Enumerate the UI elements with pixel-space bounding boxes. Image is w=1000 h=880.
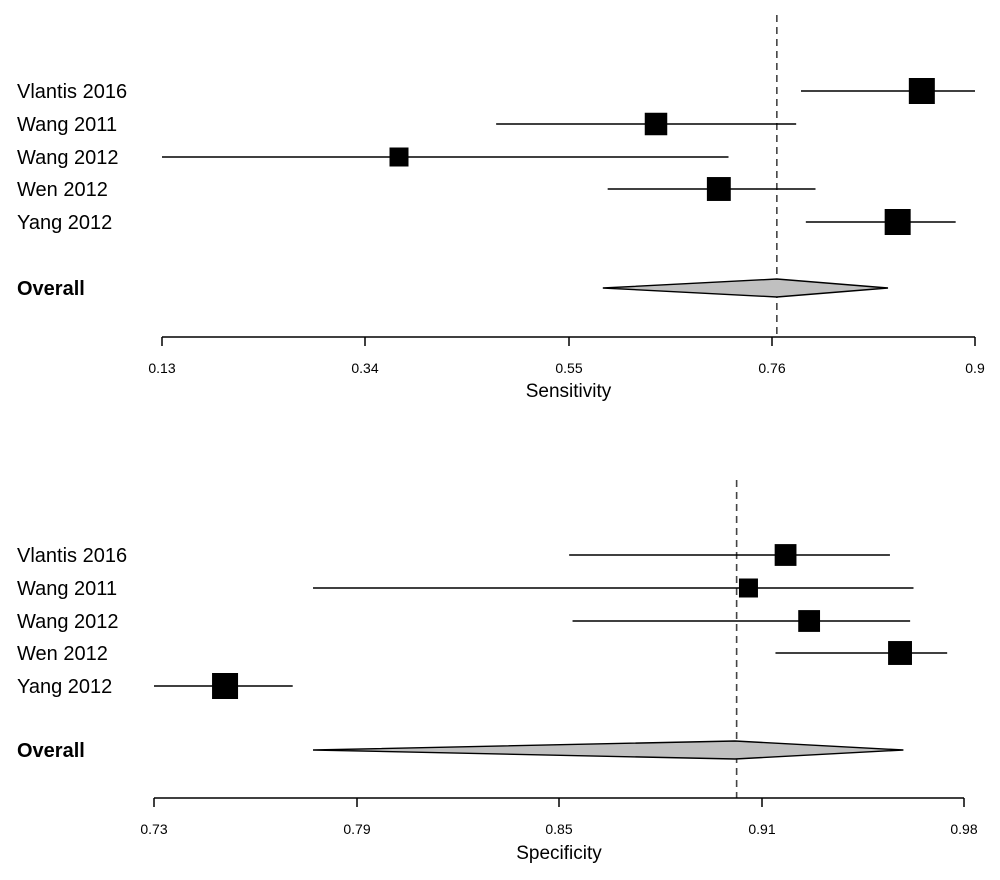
study-label: Wen 2012 (17, 643, 108, 665)
overall-label: Overall (17, 740, 85, 762)
study-label: Wen 2012 (17, 179, 108, 201)
x-tick-label: 0.55 (555, 360, 582, 376)
point-estimate-square (706, 177, 731, 201)
point-estimate-square (389, 147, 409, 167)
x-axis-title: Sensitivity (526, 381, 612, 402)
point-estimate-square (884, 209, 911, 235)
study-label: Vlantis 2016 (17, 81, 127, 103)
point-estimate-square (738, 578, 758, 598)
x-tick-label: 0.79 (343, 821, 370, 837)
study-label: Wang 2011 (17, 114, 117, 136)
point-estimate-square (212, 673, 239, 699)
study-label: Wang 2011 (17, 578, 117, 600)
forest-panel-sensitivity: Vlantis 2016 Wang 2011 Wang 2012 Wen 2012 Ya… (17, 15, 985, 402)
x-tick-label: 0.34 (351, 360, 378, 376)
x-tick-label: 0.85 (545, 821, 572, 837)
x-tick-label: 0.73 (140, 821, 167, 837)
forest-panel-specificity: Vlantis 2016 Wang 2011 Wang 2012 Wen 2012 Ya… (17, 480, 978, 864)
study-label: Wang 2012 (17, 147, 119, 169)
x-tick-label: 0.98 (950, 821, 977, 837)
point-estimate-square (908, 78, 935, 104)
study-label: Wang 2012 (17, 611, 119, 633)
study-label: Vlantis 2016 (17, 545, 127, 567)
overall-label: Overall (17, 278, 85, 300)
study-label: Yang 2012 (17, 212, 112, 234)
x-tick-label: 0.76 (758, 360, 785, 376)
overall-diamond (313, 740, 904, 760)
point-estimate-square (774, 544, 797, 566)
point-estimate-square (888, 641, 912, 665)
x-tick-label: 0.13 (148, 360, 175, 376)
x-axis-title: Specificity (516, 843, 602, 864)
point-estimate-square (644, 112, 668, 136)
x-tick-label: 0.9 (965, 360, 985, 376)
x-tick-label: 0.91 (748, 821, 775, 837)
point-estimate-square (798, 610, 821, 632)
study-label: Yang 2012 (17, 676, 112, 698)
overall-diamond (602, 278, 889, 298)
